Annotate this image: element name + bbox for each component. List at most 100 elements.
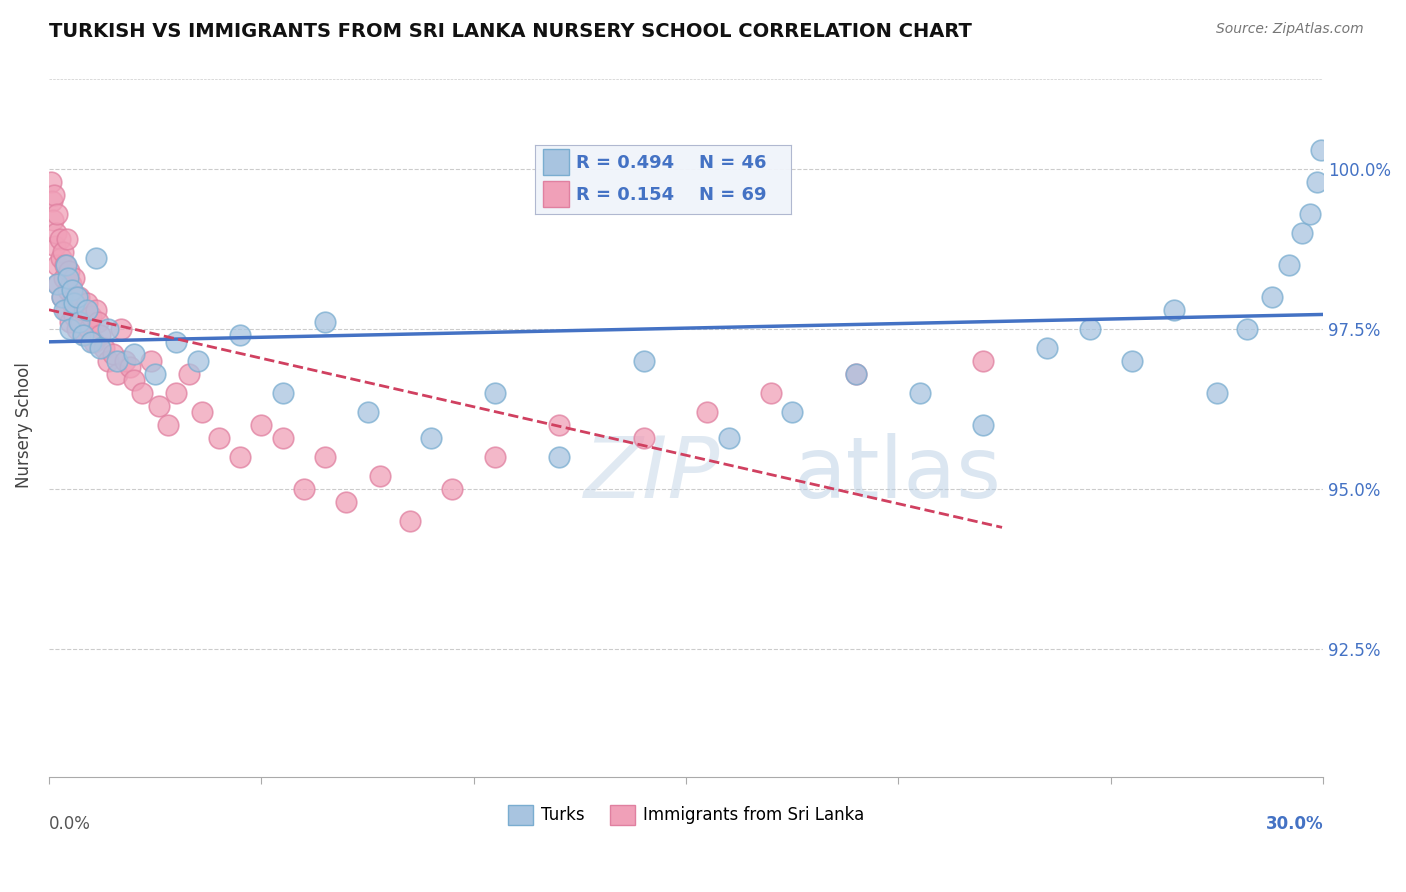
Text: N = 46: N = 46 (699, 154, 766, 172)
Point (122, 373, 145, 387)
Point (44, 238, 66, 252)
Point (45, 258, 67, 272)
Point (1278, 258, 1301, 272)
Text: Source: ZipAtlas.com: Source: ZipAtlas.com (1216, 22, 1364, 37)
Point (633, 354, 655, 368)
Text: TURKISH VS IMMIGRANTS FROM SRI LANKA NURSERY SCHOOL CORRELATION CHART: TURKISH VS IMMIGRANTS FROM SRI LANKA NUR… (49, 22, 972, 41)
Point (139, 354, 162, 368)
Point (118, 360, 141, 375)
Point (1236, 322, 1258, 336)
Point (46, 277, 69, 291)
Point (368, 469, 391, 483)
Point (441, 482, 464, 496)
Point (208, 431, 231, 445)
Point (51, 290, 73, 304)
Point (67, 290, 90, 304)
Point (165, 385, 187, 400)
Point (1121, 354, 1143, 368)
Point (547, 450, 569, 464)
Point (314, 315, 336, 329)
Point (845, 367, 868, 381)
Point (89, 341, 111, 355)
Point (65, 322, 87, 336)
Point (62, 270, 84, 285)
Point (39, 175, 62, 189)
Text: N = 69: N = 69 (699, 186, 766, 204)
Point (83, 334, 105, 349)
Point (80, 309, 103, 323)
Point (101, 347, 124, 361)
Point (271, 385, 294, 400)
Point (79, 322, 101, 336)
Point (547, 417, 569, 432)
Bar (543, 149, 568, 175)
Point (271, 431, 294, 445)
Text: R = 0.154: R = 0.154 (576, 186, 675, 204)
Point (46, 207, 69, 221)
Point (60, 277, 83, 291)
Point (97, 354, 120, 368)
Point (51, 245, 73, 260)
Point (131, 385, 153, 400)
Point (97, 322, 120, 336)
Point (908, 385, 931, 400)
Point (292, 482, 315, 496)
Point (156, 417, 179, 432)
Point (69, 315, 91, 329)
Point (42, 187, 65, 202)
Point (114, 354, 136, 368)
Point (420, 431, 443, 445)
Point (84, 252, 107, 266)
Point (1310, 143, 1333, 157)
Point (356, 405, 378, 419)
Point (72, 302, 94, 317)
Legend: Turks, Immigrants from Sri Lanka: Turks, Immigrants from Sri Lanka (501, 798, 870, 831)
Point (314, 450, 336, 464)
Point (229, 450, 252, 464)
Point (1036, 341, 1059, 355)
Point (59, 322, 82, 336)
Point (56, 270, 79, 285)
Point (80, 334, 103, 349)
Point (143, 367, 166, 381)
Point (52, 302, 75, 317)
Point (972, 417, 994, 432)
Point (55, 302, 77, 317)
Point (187, 354, 209, 368)
Point (229, 328, 252, 343)
Point (1299, 207, 1322, 221)
Point (1261, 290, 1284, 304)
Point (1206, 385, 1229, 400)
Point (1163, 302, 1185, 317)
Point (46, 277, 69, 291)
Point (110, 322, 132, 336)
Point (55, 258, 77, 272)
Point (60, 284, 83, 298)
Point (484, 450, 506, 464)
Point (84, 302, 107, 317)
Point (148, 399, 170, 413)
Point (179, 367, 201, 381)
Point (76, 296, 98, 310)
Point (250, 417, 273, 432)
Point (399, 514, 422, 528)
Point (76, 302, 98, 317)
Point (335, 494, 357, 508)
Text: ZIP: ZIP (583, 433, 720, 516)
Point (633, 431, 655, 445)
Point (122, 347, 145, 361)
Text: 0.0%: 0.0% (49, 815, 91, 833)
Point (67, 315, 90, 329)
Text: 30.0%: 30.0% (1265, 815, 1323, 833)
Text: R = 0.494: R = 0.494 (576, 154, 675, 172)
Point (65, 290, 87, 304)
Point (780, 405, 803, 419)
Point (972, 354, 994, 368)
Bar (543, 180, 568, 207)
Point (49, 252, 72, 266)
Point (759, 385, 782, 400)
Text: atlas: atlas (794, 433, 1002, 516)
Point (42, 213, 65, 227)
Point (63, 309, 86, 323)
Point (75, 328, 97, 343)
